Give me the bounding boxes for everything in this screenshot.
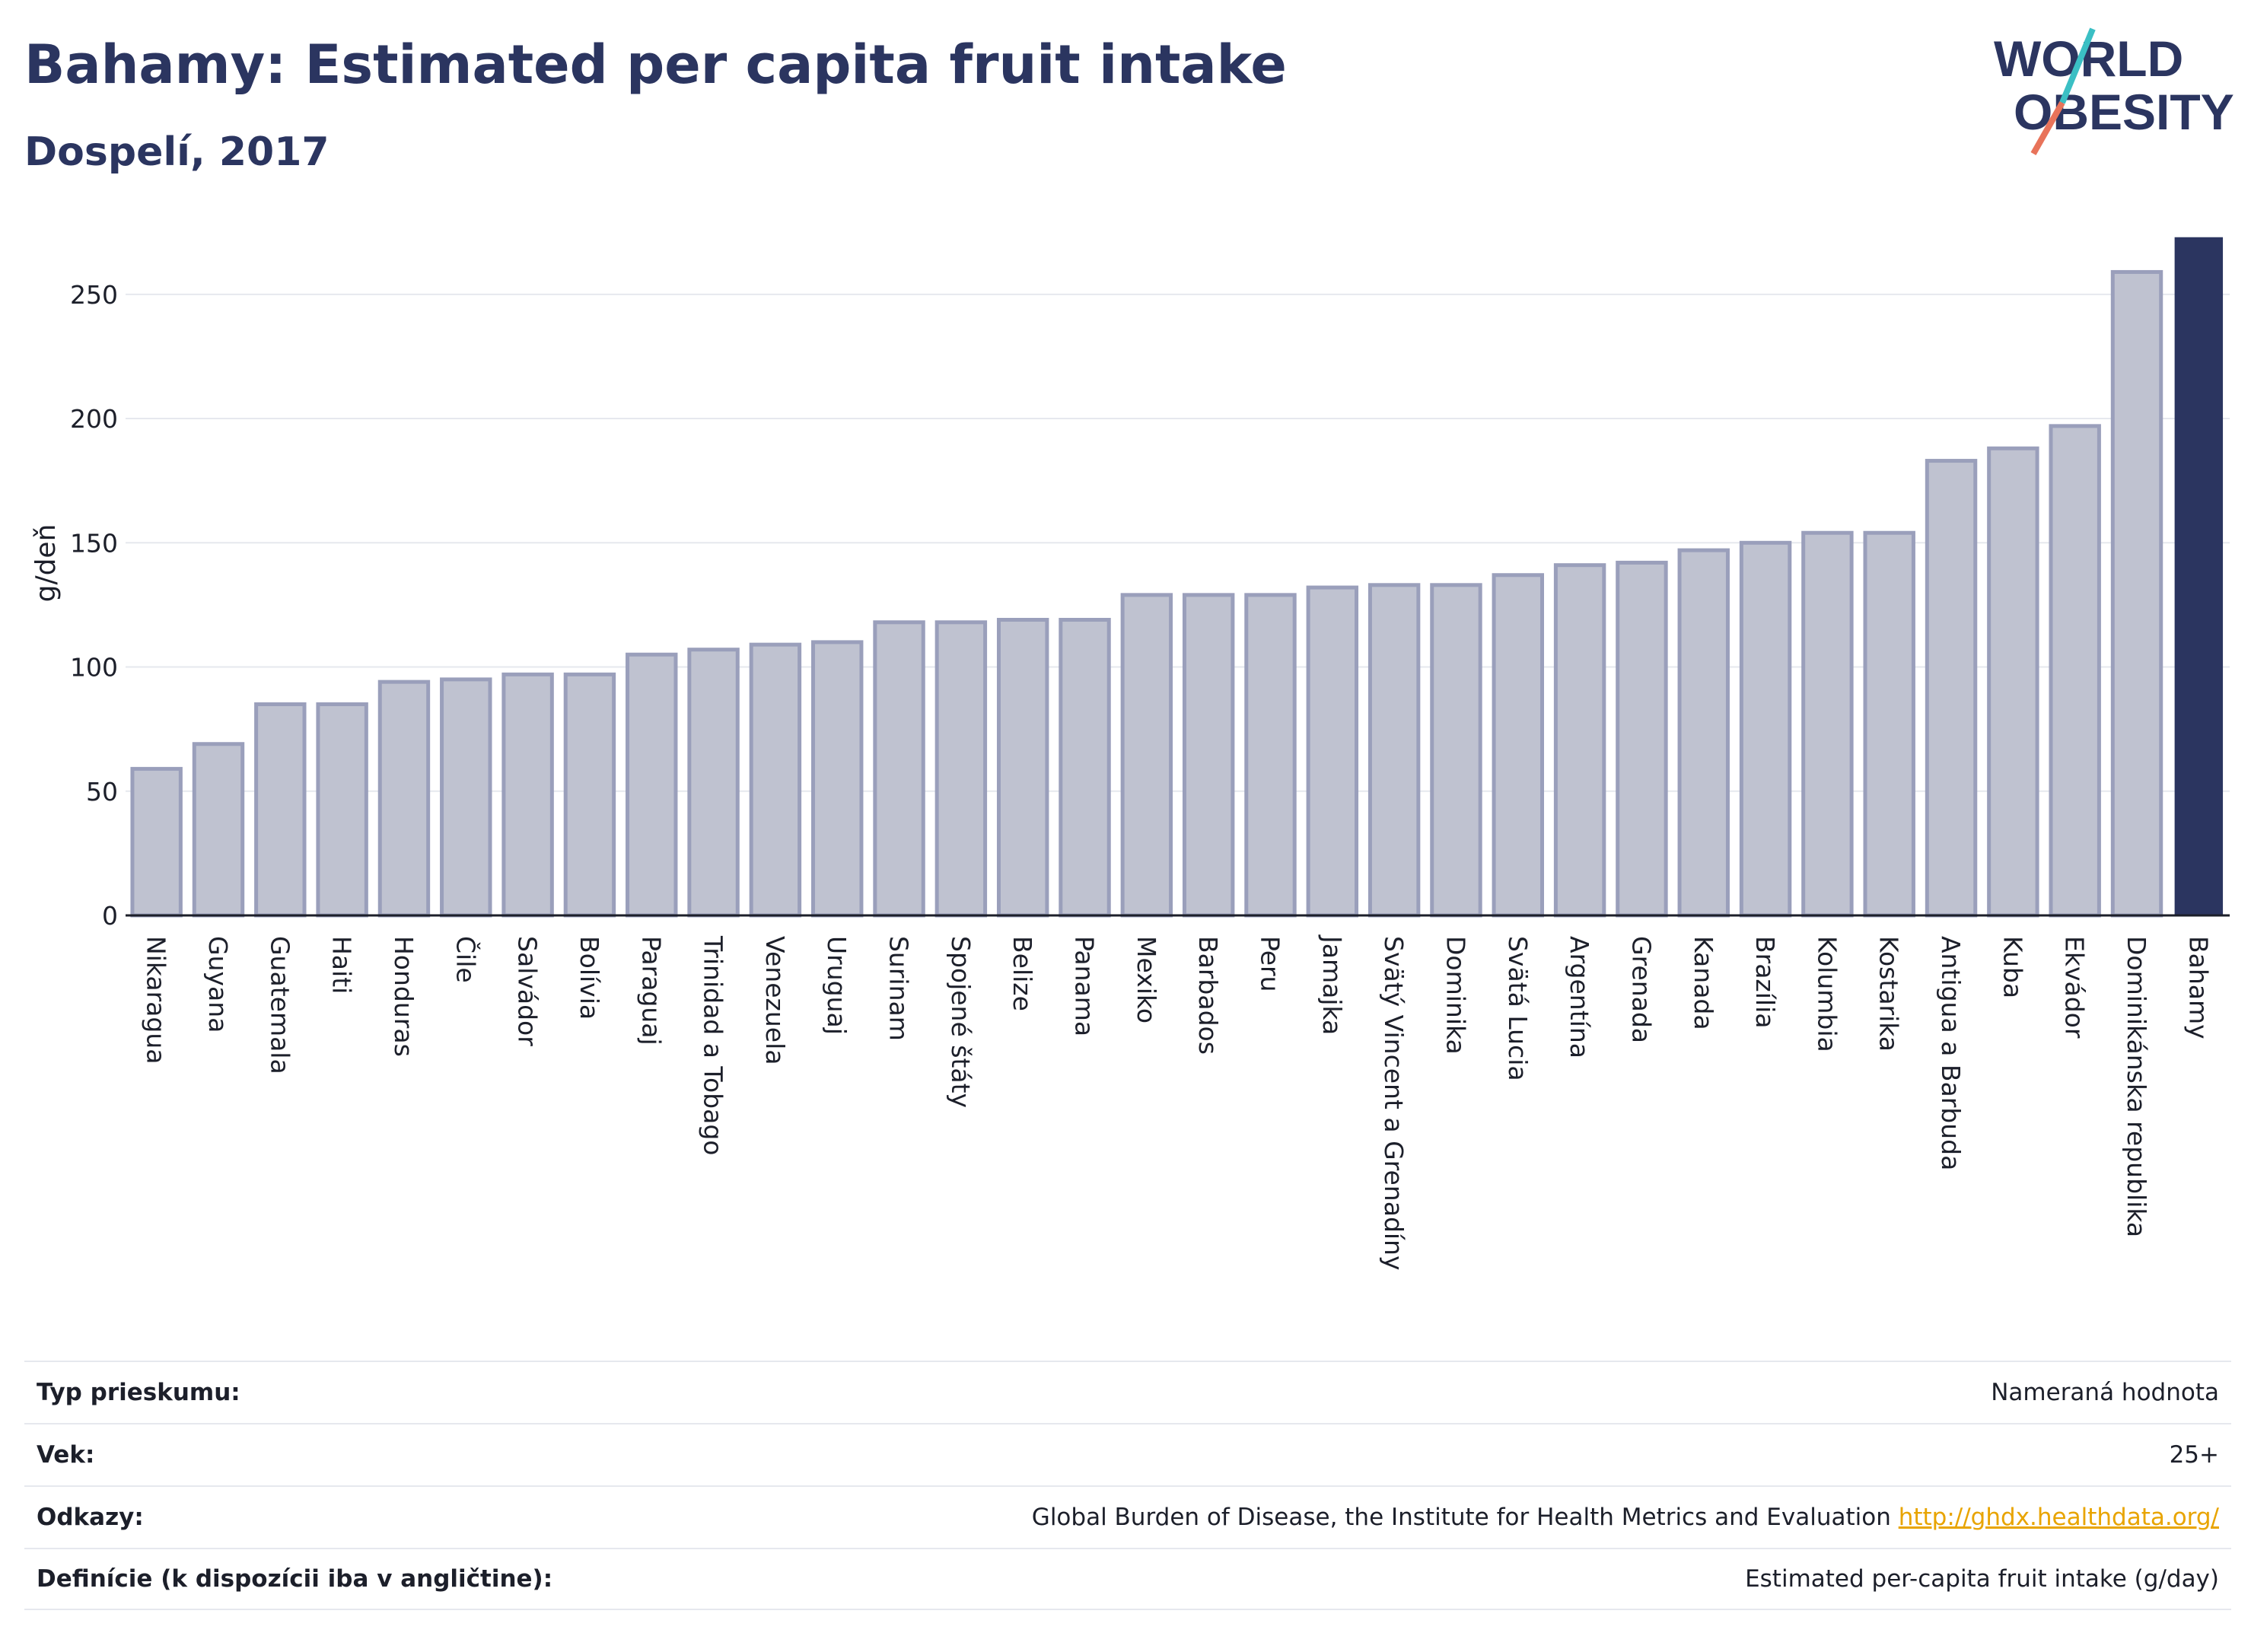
bar (1244, 593, 1297, 918)
bar (1430, 583, 1482, 918)
info-label: Typ prieskumu: (37, 1379, 240, 1406)
bar (130, 766, 183, 918)
bars (130, 237, 2224, 918)
bar (1553, 563, 1606, 918)
bar (440, 677, 492, 918)
bar (316, 702, 368, 918)
bar (996, 618, 1049, 918)
x-tick-label: Panama (1070, 936, 1100, 1036)
y-tick-label: 50 (86, 777, 118, 807)
x-tick-label: Kostarika (1874, 936, 1904, 1052)
bar (1492, 573, 1544, 918)
bar (1863, 530, 1915, 918)
y-tick-label: 100 (70, 653, 118, 683)
x-tick-label: Kanada (1689, 936, 1718, 1030)
x-tick-label: Peru (1255, 936, 1285, 992)
info-label: Odkazy: (37, 1504, 144, 1531)
reference-text: Global Burden of Disease, the Institute … (1031, 1504, 1891, 1531)
x-tick-label: Kolumbia (1812, 936, 1842, 1052)
info-row-survey-type: Typ prieskumu: Nameraná hodnota (24, 1361, 2231, 1423)
reference-link[interactable]: http://ghdx.healthdata.org/ (1898, 1504, 2219, 1531)
info-value: Estimated per-capita fruit intake (g/day… (1745, 1565, 2219, 1593)
bar (749, 642, 802, 918)
x-tick-label: Brazília (1750, 936, 1780, 1028)
x-tick-label: Guatemala (265, 936, 295, 1074)
x-tick-label: Belize (1008, 936, 1037, 1011)
x-tick-label: Paraguaj (636, 936, 666, 1046)
x-tick-label: Haiti (327, 936, 357, 994)
x-tick-label: Ekvádor (2060, 936, 2090, 1039)
x-tick-label: Grenada (1626, 936, 1656, 1043)
bar (1059, 618, 1111, 918)
chart-title: Bahamy: Estimated per capita fruit intak… (24, 33, 1287, 96)
bar (2174, 237, 2224, 915)
x-tick-label: Nikaragua (142, 936, 171, 1064)
x-tick-label: Spojené štáty (946, 936, 976, 1108)
labels: 0 50 100 150 200 250 Nikaragua Guyana Guatemala H… (30, 280, 2213, 1271)
x-tick-label: Surinam (884, 936, 914, 1041)
x-tick-label: Guyana (203, 936, 233, 1033)
world-obesity-logo: WORLD OBESITY (1994, 27, 2234, 155)
x-tick-label: Čile (451, 936, 481, 983)
bar (192, 742, 245, 918)
x-tick-label: Honduras (389, 936, 419, 1057)
bar (873, 620, 925, 918)
y-tick-label: 0 (102, 901, 118, 931)
x-tick-label: Trinidad a Tobago (699, 935, 728, 1156)
bar (811, 640, 864, 918)
bar (934, 620, 988, 918)
bar (2110, 269, 2163, 918)
x-tick-label: Barbados (1193, 936, 1223, 1055)
bar (377, 680, 431, 918)
bar (1739, 540, 1792, 918)
info-row-age: Vek: 25+ (24, 1423, 2231, 1485)
x-tick-label: Dominika (1441, 936, 1470, 1055)
info-label: Definície (k dispozícii iba v angličtine… (37, 1565, 553, 1593)
bar (1677, 548, 1730, 918)
bar (1987, 446, 2039, 918)
bar (2049, 424, 2101, 918)
x-tick-label: Svätý Vincent a Grenadíny (1379, 936, 1409, 1271)
x-tick-label: Dominikánska republika (2122, 936, 2151, 1237)
bar-chart: 0 50 100 150 200 250 Nikaragua Guyana Guatemala H… (30, 237, 2230, 1271)
bar (1616, 560, 1668, 918)
y-tick-label: 150 (70, 528, 118, 558)
x-tick-label: Bahamy (2183, 936, 2213, 1039)
logo-slash-coral (2030, 101, 2065, 155)
x-tick-label: Antigua a Barbuda (1936, 936, 1966, 1170)
bar (1120, 593, 1173, 918)
bar (501, 672, 554, 918)
info-value-references: Global Burden of Disease, the Institute … (1032, 1504, 2219, 1531)
bar (563, 672, 616, 918)
y-tick-label: 250 (70, 280, 118, 310)
bar (1182, 593, 1235, 918)
bar (1925, 459, 1978, 918)
info-label: Vek: (37, 1441, 95, 1469)
y-axis-label: g/deň (30, 524, 62, 603)
x-tick-label: Uruguaj (822, 936, 852, 1035)
logo-line-2: OBESITY (2014, 84, 2234, 140)
logo-slash-teal (2059, 27, 2096, 104)
bar (1801, 530, 1854, 918)
x-tick-label: Venezuela (760, 936, 790, 1065)
x-tick-label: Jamajka (1317, 934, 1347, 1035)
bar (254, 702, 307, 918)
bar (626, 652, 678, 918)
info-row-definition: Definície (k dispozícii iba v angličtine… (24, 1548, 2231, 1610)
bar (1367, 583, 1421, 918)
bar (1306, 585, 1359, 918)
x-tick-label: Salvádor (513, 936, 543, 1046)
info-value: 25+ (2169, 1441, 2219, 1469)
info-table: Typ prieskumu: Nameraná hodnota Vek: 25+… (24, 1361, 2231, 1610)
chart-subtitle: Dospelí, 2017 (24, 129, 330, 175)
bar (687, 648, 740, 918)
x-tick-label: Argentína (1565, 936, 1594, 1058)
y-tick-label: 200 (70, 404, 118, 434)
x-tick-label: Bolívia (575, 936, 604, 1020)
info-row-references: Odkazy: Global Burden of Disease, the In… (24, 1485, 2231, 1548)
info-value: Nameraná hodnota (1991, 1379, 2219, 1406)
x-tick-label: Svätá Lucia (1503, 936, 1533, 1081)
x-tick-label: Kuba (1998, 936, 2027, 998)
x-tick-label: Mexiko (1132, 936, 1161, 1023)
